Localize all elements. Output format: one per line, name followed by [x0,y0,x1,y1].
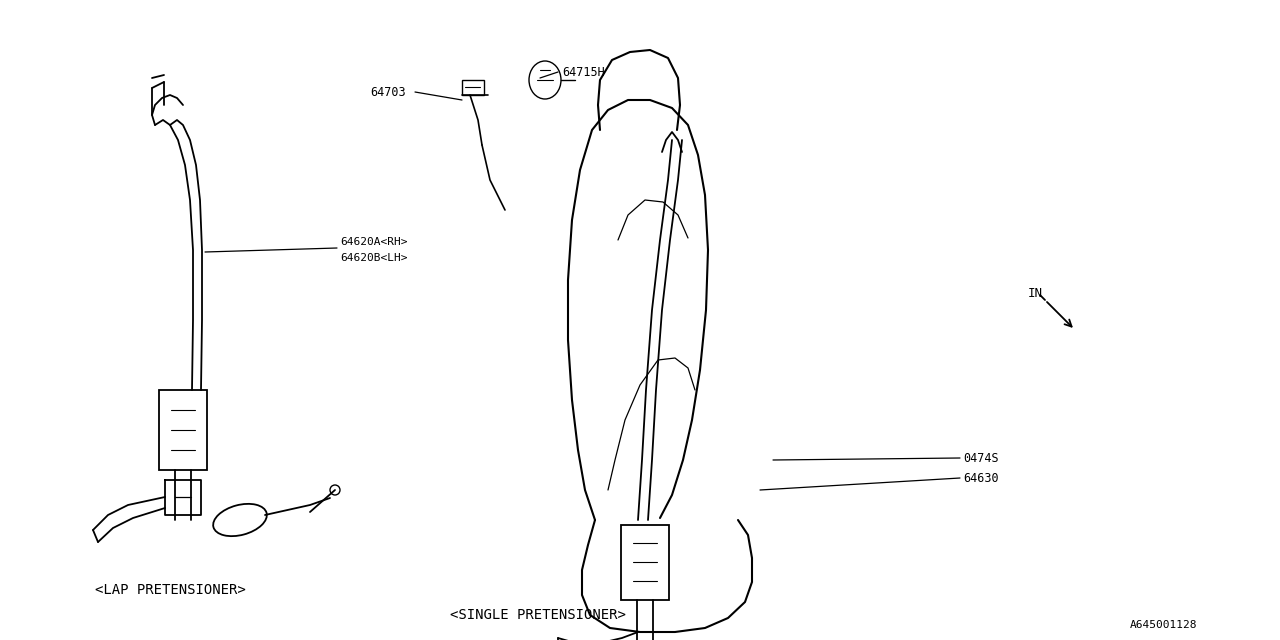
Ellipse shape [529,61,561,99]
Text: 64715H: 64715H [562,65,604,79]
Text: 64630: 64630 [963,472,998,484]
Text: <SINGLE PRETENSIONER>: <SINGLE PRETENSIONER> [451,608,626,622]
Circle shape [330,485,340,495]
Bar [621,525,669,600]
Text: IN: IN [1028,287,1043,300]
Text: 0474S: 0474S [963,451,998,465]
Text: 64620B<LH>: 64620B<LH> [340,253,407,263]
Text: <LAP PRETENSIONER>: <LAP PRETENSIONER> [95,583,246,597]
Bar [159,390,207,470]
Text: 64703: 64703 [370,86,406,99]
Ellipse shape [214,504,266,536]
Text: A645001128: A645001128 [1130,620,1198,630]
Text: 64620A<RH>: 64620A<RH> [340,237,407,247]
Bar [462,80,484,95]
